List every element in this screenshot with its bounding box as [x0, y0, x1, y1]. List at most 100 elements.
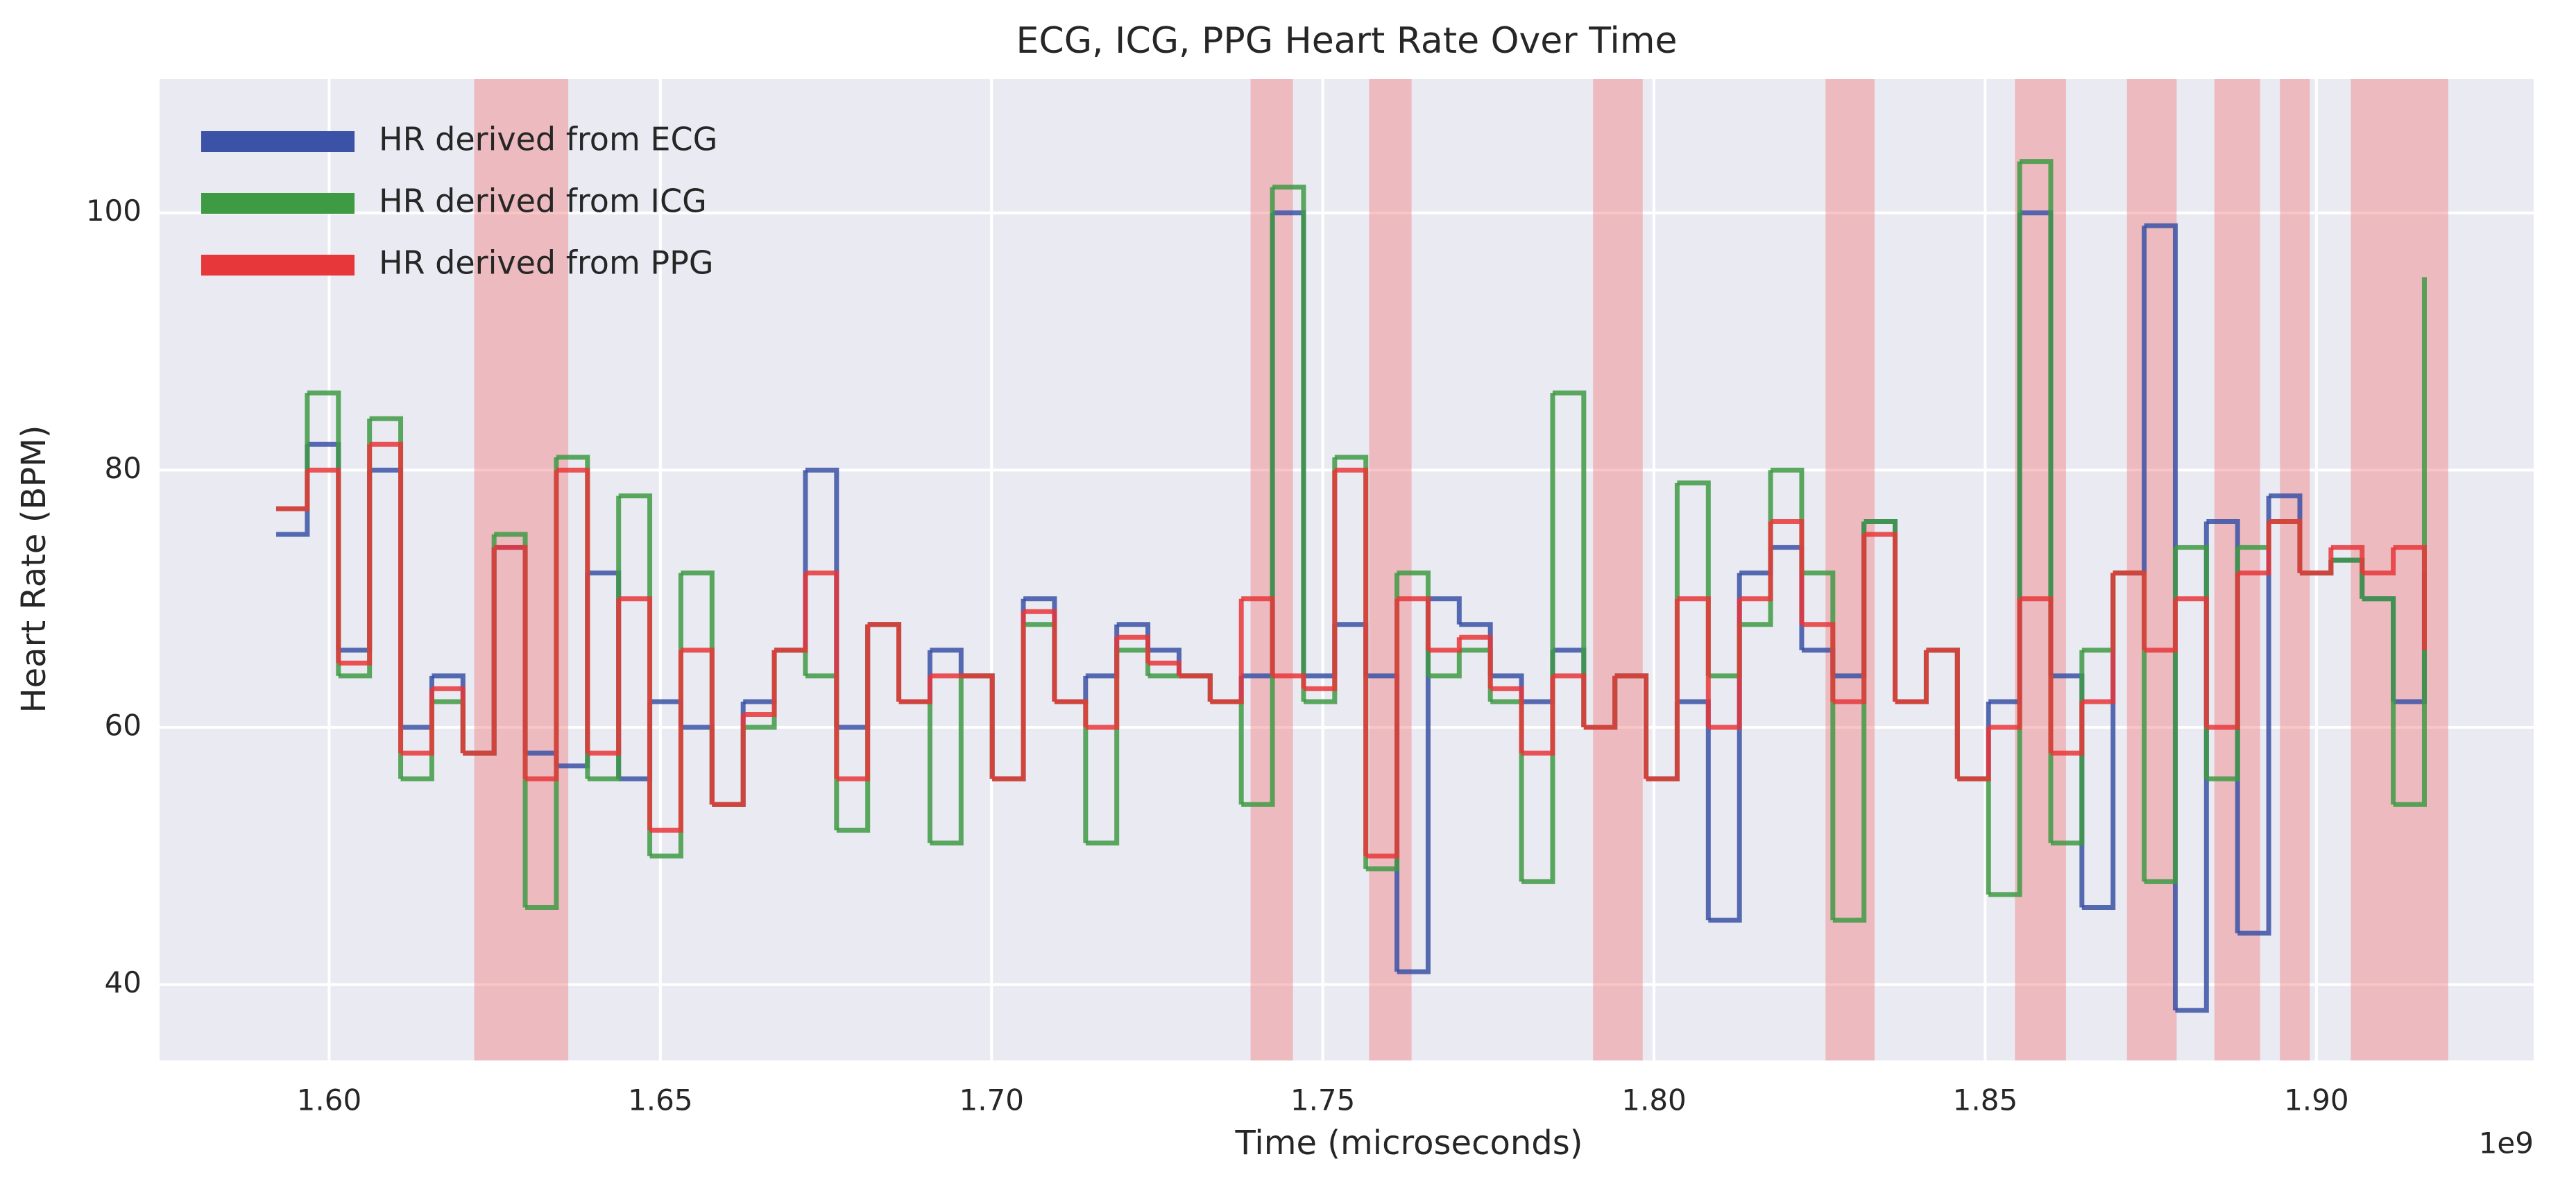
- line-step: [1428, 637, 1462, 653]
- line-step: [1179, 673, 1213, 702]
- line-step: [2081, 573, 2116, 704]
- x-tick-label: 1.80: [1621, 1083, 1687, 1117]
- line-step: [2393, 545, 2427, 650]
- legend-label: HR derived from PPG: [379, 244, 714, 282]
- shaded-regions: [474, 79, 2448, 1060]
- line-step: [805, 570, 839, 779]
- shaded-region: [474, 79, 569, 1060]
- line-step: [1988, 161, 2022, 897]
- shaded-region: [1593, 79, 1643, 1060]
- line-step: [1054, 699, 1089, 728]
- y-tick-label: 40: [105, 965, 142, 999]
- line-step: [587, 598, 622, 756]
- y-tick-label: 100: [86, 194, 142, 228]
- line-step: [1832, 534, 1867, 704]
- line-step: [1552, 390, 1587, 728]
- x-tick-label: 1.75: [1290, 1083, 1356, 1117]
- line-step: [1397, 596, 1431, 650]
- shaded-region: [1369, 79, 1412, 1060]
- line-step: [992, 611, 1026, 781]
- line-step: [743, 650, 777, 717]
- shaded-region: [2280, 79, 2310, 1060]
- line-step: [2050, 701, 2085, 756]
- line-step: [587, 496, 622, 781]
- line-step: [1801, 570, 1836, 920]
- line-step: [2362, 547, 2396, 576]
- line-step: [2206, 519, 2240, 933]
- line-step: [2144, 547, 2178, 884]
- line-step: [463, 547, 497, 756]
- line-step: [2237, 521, 2271, 576]
- line-step: [1895, 650, 1929, 704]
- line-step: [1739, 470, 1773, 627]
- line-step: [1272, 185, 1306, 702]
- line-step: [1646, 598, 1680, 781]
- x-tick-label: 1.90: [2284, 1083, 2349, 1117]
- line-step: [1521, 393, 1555, 884]
- line-step: [2237, 496, 2271, 936]
- line-step: [836, 624, 871, 781]
- line-step: [307, 467, 341, 663]
- line-step: [649, 650, 683, 833]
- line-step: [1490, 686, 1524, 754]
- y-tick-label: 80: [105, 451, 142, 485]
- series-lines: [276, 159, 2427, 1013]
- line-step: [1428, 650, 1462, 679]
- x-tick-label: 1.85: [1953, 1083, 2018, 1117]
- line-step: [2330, 545, 2365, 573]
- y-tick-label: 60: [105, 709, 142, 743]
- line-step: [930, 675, 964, 846]
- line-step: [2393, 277, 2427, 807]
- line-step: [494, 532, 528, 908]
- line-step: [1085, 637, 1120, 730]
- line-step: [1023, 609, 1057, 702]
- x-tick-label: 1.70: [959, 1083, 1024, 1117]
- line-step: [1552, 673, 1587, 728]
- line-step: [1708, 598, 1742, 730]
- line-step: [1957, 727, 1991, 781]
- line-step: [556, 467, 590, 754]
- line-step: [2175, 596, 2209, 728]
- line-step: [930, 648, 964, 676]
- x-offset-label: 1e9: [2479, 1126, 2534, 1160]
- line-step: [494, 545, 528, 779]
- line-step: [1863, 532, 1898, 702]
- shaded-region: [2126, 79, 2177, 1060]
- line-step: [369, 441, 404, 754]
- line-step: [681, 648, 715, 805]
- line-step: [1365, 598, 1400, 859]
- line-step: [1397, 598, 1431, 974]
- line-step: [1148, 660, 1182, 676]
- line-step: [1988, 598, 2022, 730]
- line-step: [1334, 467, 1369, 856]
- line-step: [1926, 648, 1960, 779]
- line-step: [712, 714, 746, 807]
- x-tick-label: 1.60: [297, 1083, 362, 1117]
- line-step: [1459, 634, 1493, 689]
- line-step: [618, 596, 653, 831]
- line-step: [1614, 673, 1649, 779]
- labels: ECG, ICG, PPG Heart Rate Over Time Time …: [15, 20, 2534, 1162]
- line-step: [2144, 598, 2178, 653]
- shaded-region: [2351, 79, 2448, 1060]
- line-step: [2206, 573, 2240, 730]
- line-step: [1116, 634, 1151, 663]
- legend: HR derived from ECG HR derived from ICG HR…: [201, 121, 717, 282]
- line-step: [1771, 519, 1805, 625]
- line-step: [961, 673, 995, 779]
- line-step: [1583, 675, 1618, 730]
- line-step: [774, 573, 808, 653]
- series-line: [276, 441, 2427, 859]
- line-step: [400, 688, 434, 756]
- line-step: [1739, 521, 1773, 602]
- legend-label: HR derived from ICG: [379, 183, 707, 220]
- line-step: [2269, 519, 2303, 573]
- shaded-region: [2015, 79, 2066, 1060]
- line-step: [1521, 675, 1555, 756]
- line-step: [1210, 598, 1244, 704]
- line-step: [1677, 596, 1711, 728]
- line-step: [2020, 596, 2054, 754]
- line-step: [432, 686, 466, 754]
